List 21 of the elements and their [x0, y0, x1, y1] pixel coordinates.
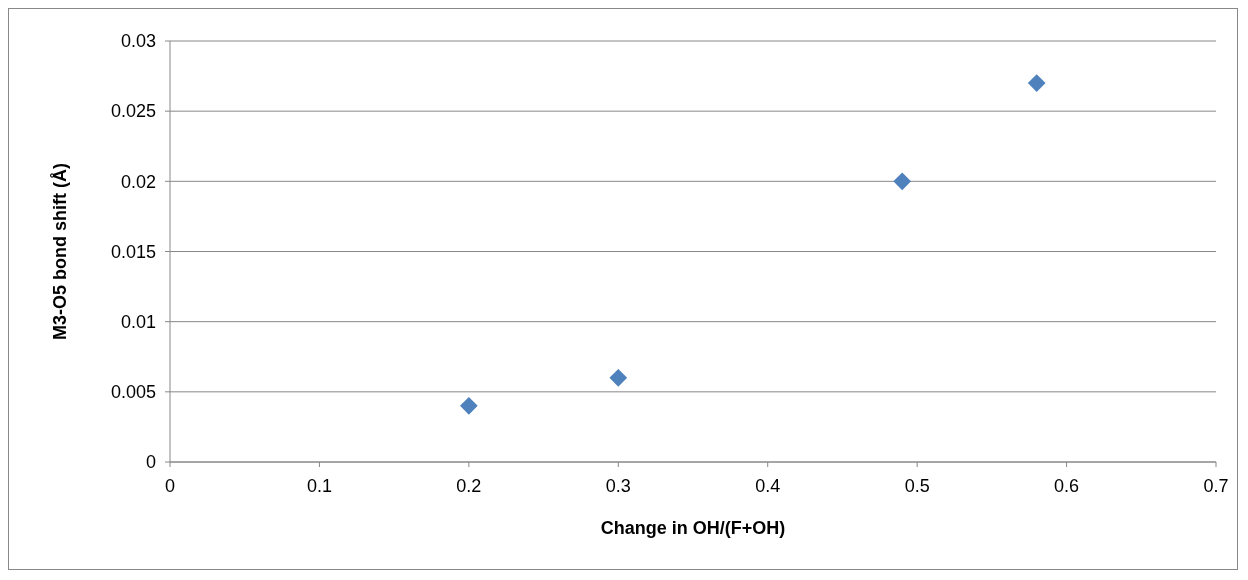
point — [1027, 74, 1046, 92]
y-tick-label: 0.025 — [110, 101, 156, 122]
x-tick-label: 0.6 — [1054, 476, 1080, 496]
point — [893, 172, 912, 191]
x-tick-label: 0.7 — [1203, 476, 1229, 496]
y-tick-label: 0 — [145, 452, 156, 473]
x-tick-label: 0.3 — [605, 476, 631, 496]
x-tick-label: 0 — [164, 476, 176, 496]
x-tick-label: 0.5 — [904, 476, 930, 496]
x-tick-label: 0.2 — [456, 476, 482, 496]
point — [609, 368, 628, 387]
y-axis-title: M3-O5 bond shift (Å) — [50, 163, 70, 340]
x-tick-label: 0.1 — [306, 476, 332, 496]
y-tick-label: 0.005 — [110, 382, 156, 403]
y-tick-label: 0.02 — [120, 171, 156, 192]
y-tick-label: 0.01 — [120, 311, 156, 332]
point — [460, 397, 478, 415]
y-tick-label: 0.015 — [110, 241, 156, 262]
x-axis-title: Change in OH/(F+OH) — [600, 518, 786, 538]
x-tick-label: 0.4 — [755, 476, 781, 496]
y-tick-label: 0.03 — [120, 31, 156, 52]
